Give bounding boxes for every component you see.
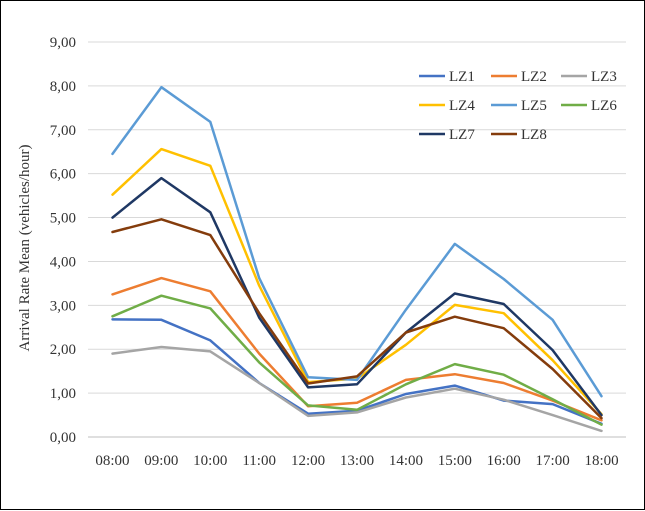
x-tick-label: 10:00: [193, 453, 227, 469]
x-tick-label: 16:00: [487, 453, 521, 469]
legend-label: LZ4: [449, 98, 475, 114]
series-line-lz4: [111, 147, 603, 416]
y-tick-label: 3,00: [50, 298, 76, 314]
legend-item-lz3: LZ3: [561, 69, 617, 85]
legend-item-lz7: LZ7: [419, 127, 475, 143]
x-tick-label: 14:00: [389, 453, 423, 469]
y-tick-label: 5,00: [50, 211, 76, 227]
legend-label: LZ1: [449, 69, 475, 85]
series-lines: [111, 85, 603, 433]
legend-label: LZ8: [521, 127, 547, 143]
x-tick-label: 15:00: [438, 453, 472, 469]
y-tick-label: 7,00: [50, 123, 76, 139]
legend-item-lz6: LZ6: [561, 98, 617, 114]
series-line-lz2: [111, 276, 603, 422]
x-tick-label: 12:00: [291, 453, 325, 469]
legend-label: LZ6: [591, 98, 617, 114]
legend-item-lz5: LZ5: [491, 98, 547, 114]
y-tick-label: 0,00: [50, 430, 76, 446]
legend-item-lz2: LZ2: [491, 69, 547, 85]
legend-label: LZ5: [521, 98, 547, 114]
y-axis-ticks: 0,00 1,00 2,00 3,00 4,00 5,00 6,00 7,00 8,00 9,00: [50, 35, 76, 446]
legend-item-lz1: LZ1: [419, 69, 475, 85]
x-axis-ticks: 08:00 09:00 10:00 11:00 12:00 13:00 14:00 15:00…: [95, 453, 618, 469]
series-line-lz3: [111, 345, 603, 433]
y-tick-label: 6,00: [50, 167, 76, 183]
y-tick-label: 8,00: [50, 79, 76, 95]
x-tick-label: 18:00: [584, 453, 618, 469]
y-tick-label: 9,00: [50, 35, 76, 51]
series-line-lz7: [111, 176, 603, 417]
y-axis-label: Arrival Rate Mean (vehicles/hour): [17, 144, 33, 351]
y-tick-label: 2,00: [50, 342, 76, 358]
legend-label: LZ2: [521, 69, 547, 85]
y-tick-label: 1,00: [50, 386, 76, 402]
x-tick-label: 08:00: [95, 453, 129, 469]
series-line-lz8: [111, 218, 603, 420]
legend-label: LZ3: [591, 69, 617, 85]
x-tick-label: 13:00: [340, 453, 374, 469]
legend-item-lz8: LZ8: [491, 127, 547, 143]
x-tick-label: 17:00: [536, 453, 570, 469]
legend-label: LZ7: [449, 127, 475, 143]
legend: LZ1 LZ2 LZ3 LZ4 LZ5 LZ6 LZ7 LZ8: [419, 69, 617, 143]
y-tick-label: 4,00: [50, 254, 76, 270]
series-line-lz5: [111, 85, 603, 398]
series-line-lz6: [111, 294, 603, 426]
x-tick-label: 11:00: [242, 453, 276, 469]
legend-item-lz4: LZ4: [419, 98, 475, 114]
x-tick-label: 09:00: [144, 453, 178, 469]
